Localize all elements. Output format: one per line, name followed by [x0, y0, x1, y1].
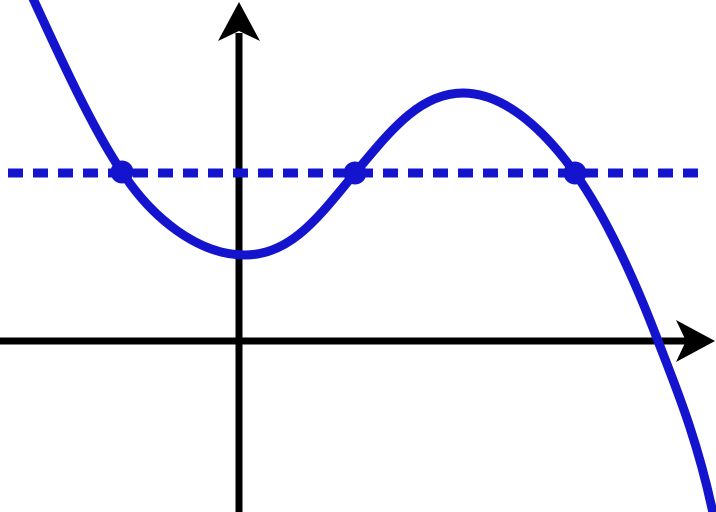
intersection-dot-3 — [563, 161, 587, 185]
intersection-dot-2 — [343, 161, 367, 185]
y-axis-arrowhead-icon — [218, 2, 260, 41]
x-axis-arrowhead-icon — [676, 320, 715, 362]
function-curve — [28, 0, 716, 512]
intersection-dot-1 — [110, 160, 134, 184]
